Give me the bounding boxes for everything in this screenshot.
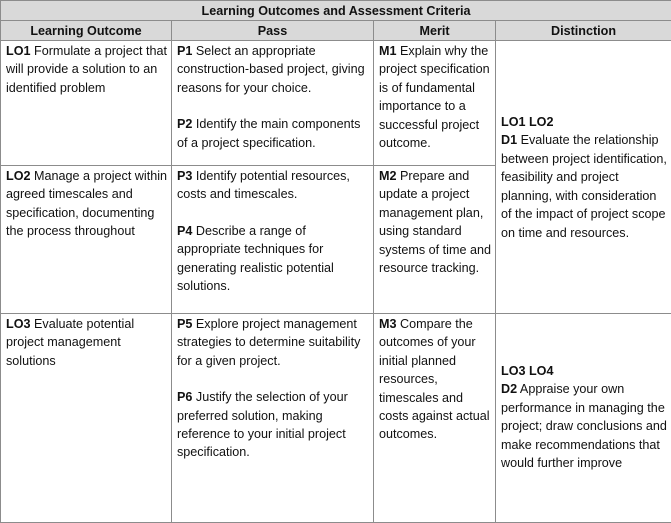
table-header-row: Learning Outcome Pass Merit Distinction [1,21,671,41]
d1-text: Evaluate the relationship between projec… [501,133,667,239]
lo3-cell: LO3 Evaluate potential project managemen… [1,314,172,523]
p4-code: P4 [177,224,192,238]
p1-code: P1 [177,44,192,58]
m1-text: Explain why the project specification is… [379,44,490,150]
p5-code: P5 [177,317,192,331]
merit-cell-2: M2 Prepare and update a project manageme… [374,166,496,314]
table-title: Learning Outcomes and Assessment Criteri… [1,1,671,21]
m3-code: M3 [379,317,397,331]
m1-code: M1 [379,44,397,58]
p2-code: P2 [177,117,192,131]
table-row: LO1 Formulate a project that will provid… [1,41,671,166]
p3-code: P3 [177,169,192,183]
lo1-cell: LO1 Formulate a project that will provid… [1,41,172,166]
lo2-text: Manage a project within agreed timescale… [6,169,167,238]
pass-cell-2: P3 Identify potential resources, costs a… [172,166,374,314]
header-merit: Merit [374,21,496,41]
d2-learning-outcomes: LO3 LO4 [501,364,553,378]
m2-text: Prepare and update a project management … [379,169,491,275]
merit-cell-1: M1 Explain why the project specification… [374,41,496,166]
table-title-row: Learning Outcomes and Assessment Criteri… [1,1,671,21]
p3-text: Identify potential resources, costs and … [177,169,350,201]
p1-text: Select an appropriate construction-based… [177,44,365,95]
lo1-code: LO1 [6,44,31,58]
d2-code: D2 [501,382,517,396]
d1-code: D1 [501,133,517,147]
p5-text: Explore project management strategies to… [177,317,360,368]
lo3-code: LO3 [6,317,31,331]
p4-text: Describe a range of appropriate techniqu… [177,224,334,293]
lo2-cell: LO2 Manage a project within agreed times… [1,166,172,314]
d1-learning-outcomes: LO1 LO2 [501,115,553,129]
p2-text: Identify the main components of a projec… [177,117,360,149]
header-learning-outcome: Learning Outcome [1,21,172,41]
table-row: LO3 Evaluate potential project managemen… [1,314,671,523]
p6-text: Justify the selection of your preferred … [177,390,348,459]
p6-code: P6 [177,390,192,404]
distinction-cell-1: LO1 LO2 D1 Evaluate the relationship bet… [496,41,671,314]
pass-cell-3: P5 Explore project management strategies… [172,314,374,523]
header-pass: Pass [172,21,374,41]
pass-cell-1: P1 Select an appropriate construction-ba… [172,41,374,166]
merit-cell-3: M3 Compare the outcomes of your initial … [374,314,496,523]
distinction-cell-2: LO3 LO4 D2 Appraise your own performance… [496,314,671,523]
d2-text: Appraise your own performance in managin… [501,382,667,470]
m2-code: M2 [379,169,397,183]
m3-text: Compare the outcomes of your initial pla… [379,317,490,441]
lo2-code: LO2 [6,169,31,183]
header-distinction: Distinction [496,21,671,41]
lo1-text: Formulate a project that will provide a … [6,44,167,95]
